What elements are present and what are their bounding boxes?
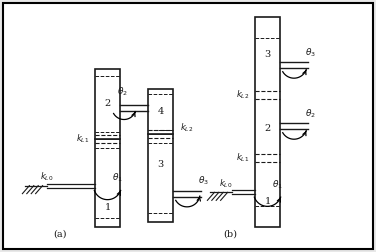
Text: 4: 4 (158, 107, 164, 116)
Text: $k_{L0}$: $k_{L0}$ (219, 177, 233, 190)
Text: 1: 1 (105, 203, 111, 211)
Bar (148, 89, 173, 134)
Text: (b): (b) (223, 230, 237, 238)
Text: $\theta_1$: $\theta_1$ (112, 171, 123, 184)
Text: 2: 2 (264, 124, 271, 133)
Text: 2: 2 (105, 100, 111, 109)
Text: $\theta_2$: $\theta_2$ (117, 85, 127, 98)
Text: 1: 1 (264, 198, 271, 206)
Text: $\theta_2$: $\theta_2$ (305, 108, 315, 120)
Text: $k_{L1}$: $k_{L1}$ (76, 133, 89, 145)
Bar (148, 134, 173, 222)
Text: (a): (a) (53, 230, 67, 238)
Bar (95, 69, 120, 139)
Text: 3: 3 (264, 50, 271, 59)
Text: 3: 3 (158, 160, 164, 169)
Text: $k_{L0}$: $k_{L0}$ (40, 170, 54, 183)
Text: $k_{L2}$: $k_{L2}$ (237, 88, 250, 101)
Text: $\theta_1$: $\theta_1$ (272, 178, 283, 191)
Text: $k_{L1}$: $k_{L1}$ (237, 151, 250, 164)
Text: $\theta_3$: $\theta_3$ (197, 175, 209, 187)
Bar (95, 139, 120, 227)
Text: $k_{L2}$: $k_{L2}$ (180, 122, 194, 134)
Bar (255, 17, 280, 227)
Text: $\theta_3$: $\theta_3$ (305, 47, 315, 59)
